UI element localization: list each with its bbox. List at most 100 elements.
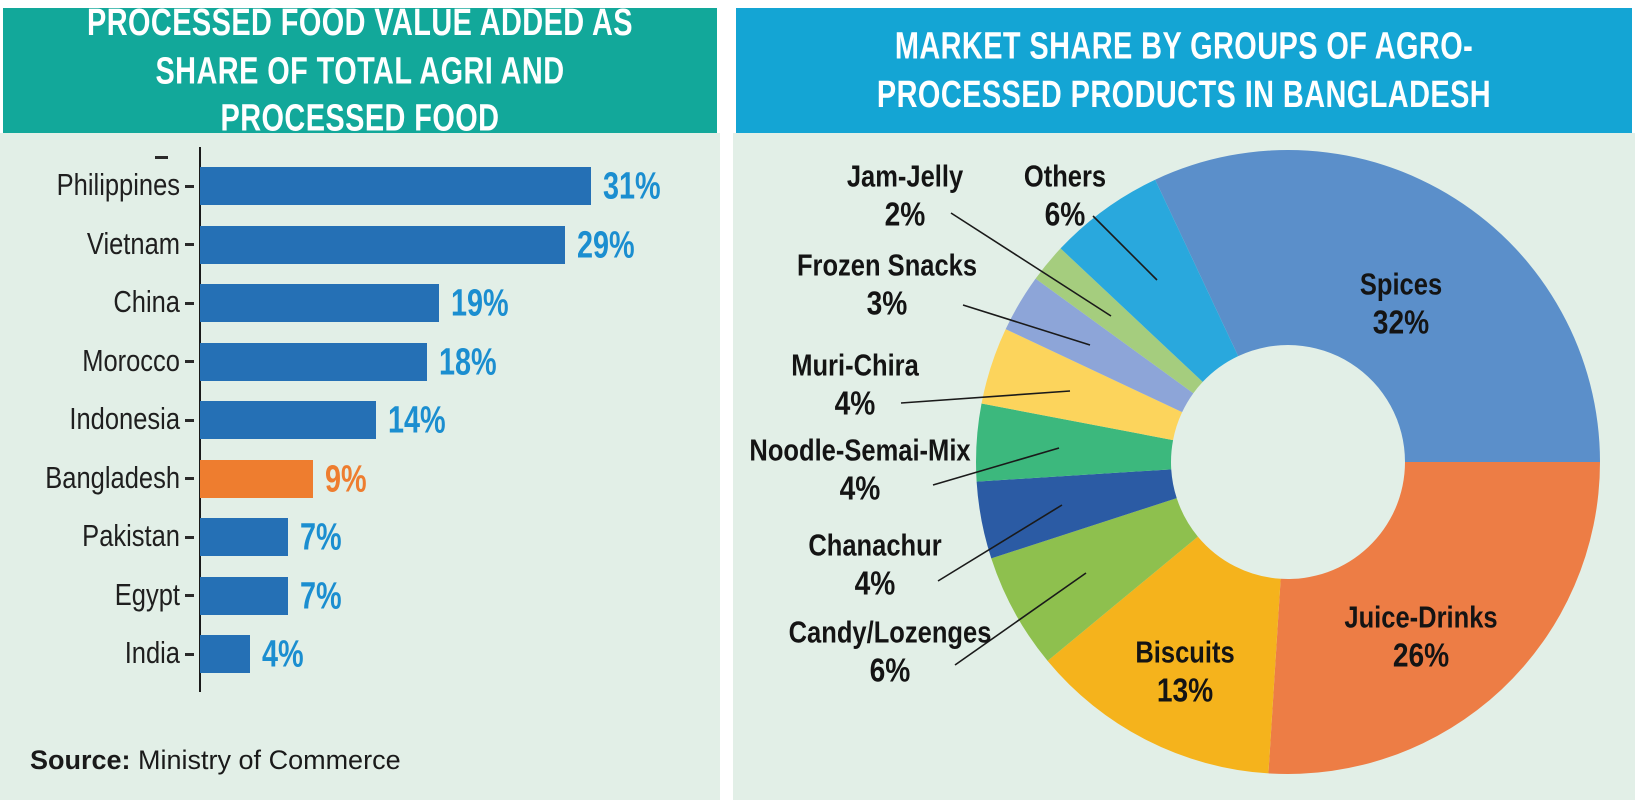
bar-value-label: 18%: [438, 339, 497, 383]
bar-label: Bangladesh: [45, 461, 181, 496]
bar-row-morocco: Morocco 18%: [0, 333, 720, 392]
pie-label-percent: 4%: [854, 564, 896, 602]
axis-tick: [185, 418, 194, 422]
source-value: Ministry of Commerce: [138, 745, 401, 775]
bar-india: [200, 635, 251, 674]
bar-value-label: 14%: [388, 398, 447, 442]
axis-tick: [185, 184, 194, 188]
pie-label-percent: 6%: [1044, 195, 1086, 233]
pie-label-percent: 32%: [1372, 303, 1430, 341]
bar-value-label: 7%: [300, 515, 342, 559]
bar-row-vietnam: Vietnam 29%: [0, 216, 720, 275]
pie-label-name: Candy/Lozenges: [788, 616, 992, 650]
bar-label: Pakistan: [82, 519, 180, 554]
bar-indonesia: [200, 401, 377, 440]
bar-row-china: China 19%: [0, 274, 720, 333]
pie-label-frozen-snacks: Frozen Snacks 3%: [797, 248, 977, 324]
donut-svg: [900, 150, 1600, 774]
donut-slice-candy-lozenges: [991, 498, 1198, 661]
source-note: Source: Ministry of Commerce: [30, 745, 401, 776]
pie-label-juice-drinks: Juice-Drinks 26%: [1344, 600, 1497, 676]
bar-value-label: 7%: [300, 573, 342, 617]
donut-chart-title: MARKET SHARE BY GROUPS OF AGRO-PROCESSED…: [876, 25, 1492, 116]
donut-slice-muri-chira: [981, 329, 1183, 441]
leader-line-chanachur: [937, 504, 1063, 582]
bar-morocco: [200, 342, 427, 381]
bar-egypt: [200, 576, 289, 615]
pie-label-muri-chira: Muri-Chira 4%: [791, 348, 919, 424]
bar-philippines: [200, 167, 591, 206]
pie-label-percent: 2%: [884, 195, 926, 233]
donut-slice-noodle-semai-mix: [976, 403, 1174, 482]
leader-line-others: [1092, 215, 1158, 281]
pie-label-name: Spices: [1359, 268, 1443, 302]
donut-slice-juice-drinks: [1268, 462, 1600, 774]
bar-label: Vietnam: [86, 227, 180, 262]
axis-tick: [185, 301, 194, 305]
donut-chart: Spices 32% Juice-Drinks 26% Biscuits 13% Candy…: [733, 133, 1635, 800]
axis-tick: [185, 360, 194, 364]
pie-label-spices: Spices 32%: [1360, 267, 1442, 343]
pie-label-jam-jelly: Jam-Jelly 2%: [847, 159, 963, 235]
axis-tick: [185, 243, 194, 247]
pie-label-name: Jam-Jelly: [846, 160, 964, 194]
bar-row-pakistan: Pakistan 7%: [0, 508, 720, 567]
pie-label-biscuits: Biscuits 13%: [1135, 635, 1234, 711]
pie-label-percent: 3%: [866, 284, 908, 322]
bar-label: Morocco: [82, 344, 180, 379]
donut-slice-chanachur: [976, 469, 1177, 559]
bar-row-bangladesh: Bangladesh 9%: [0, 450, 720, 509]
bar-value-label: 29%: [577, 222, 636, 266]
axis-tick: [185, 594, 194, 598]
donut-chart-body: Spices 32% Juice-Drinks 26% Biscuits 13% Candy…: [733, 133, 1635, 800]
bar-value-label: 4%: [262, 632, 305, 676]
pie-label-others: Others 6%: [1024, 159, 1106, 235]
bar-label: India: [124, 636, 180, 671]
donut-slice-spices: [1155, 150, 1600, 463]
donut-slice-jam-jelly: [1035, 248, 1203, 394]
pie-label-percent: 4%: [834, 384, 876, 422]
donut-chart-header: MARKET SHARE BY GROUPS OF AGRO-PROCESSED…: [736, 8, 1632, 133]
pie-label-name: Muri-Chira: [791, 349, 919, 383]
leader-line-jam-jelly: [950, 212, 1112, 317]
pie-label-name: Others: [1023, 160, 1107, 194]
bar-row-egypt: Egypt 7%: [0, 567, 720, 626]
pie-label-candy-lozenges: Candy/Lozenges 6%: [789, 615, 992, 691]
source-label: Source:: [30, 745, 131, 775]
leader-line-noodle-semai-mix: [932, 447, 1060, 486]
bar-row-indonesia: Indonesia 14%: [0, 391, 720, 450]
pie-label-percent: 4%: [839, 469, 881, 507]
donut-slice-others: [1060, 179, 1239, 382]
bar-chart-header: PROCESSED FOOD VALUE ADDED AS SHARE OF T…: [3, 1, 717, 139]
leader-line-muri-chira: [900, 390, 1071, 404]
pie-label-name: Juice-Drinks: [1344, 601, 1498, 635]
donut-slice-biscuits: [1047, 536, 1281, 774]
bar-vietnam: [200, 225, 566, 264]
pie-label-name: Frozen Snacks: [796, 249, 978, 283]
bar-china: [200, 284, 440, 323]
panel-divider: [720, 0, 733, 800]
axis-tick: [185, 477, 194, 481]
axis-tick: [185, 652, 194, 656]
leader-line-candy-lozenges: [954, 572, 1087, 666]
bar-label: Philippines: [56, 168, 180, 203]
pie-label-percent: 6%: [869, 651, 911, 689]
pie-label-name: Biscuits: [1135, 636, 1235, 670]
bar-bangladesh: [200, 459, 314, 498]
bar-pakistan: [200, 518, 289, 557]
bar-label: Egypt: [114, 578, 180, 613]
pie-label-name: Noodle-Semai-Mix: [749, 434, 971, 468]
axis-top-tick: [155, 156, 168, 159]
bar-chart: Philippines 31% Vietnam 29% China 19% Morocco 1…: [0, 157, 720, 684]
bar-chart-title: PROCESSED FOOD VALUE ADDED AS SHARE OF T…: [87, 1, 633, 140]
pie-label-noodle-semai-mix: Noodle-Semai-Mix 4%: [749, 433, 970, 509]
leader-line-frozen-snacks: [962, 304, 1091, 346]
pie-label-name: Chanachur: [808, 529, 942, 563]
donut-slice-frozen-snacks: [1005, 278, 1194, 413]
bar-value-label: 19%: [451, 281, 510, 325]
pie-label-chanachur: Chanachur 4%: [808, 528, 941, 604]
bar-chart-body: Philippines 31% Vietnam 29% China 19% Morocco 1…: [0, 133, 720, 800]
pie-label-percent: 26%: [1392, 636, 1450, 674]
bar-row-philippines: Philippines 31%: [0, 157, 720, 216]
